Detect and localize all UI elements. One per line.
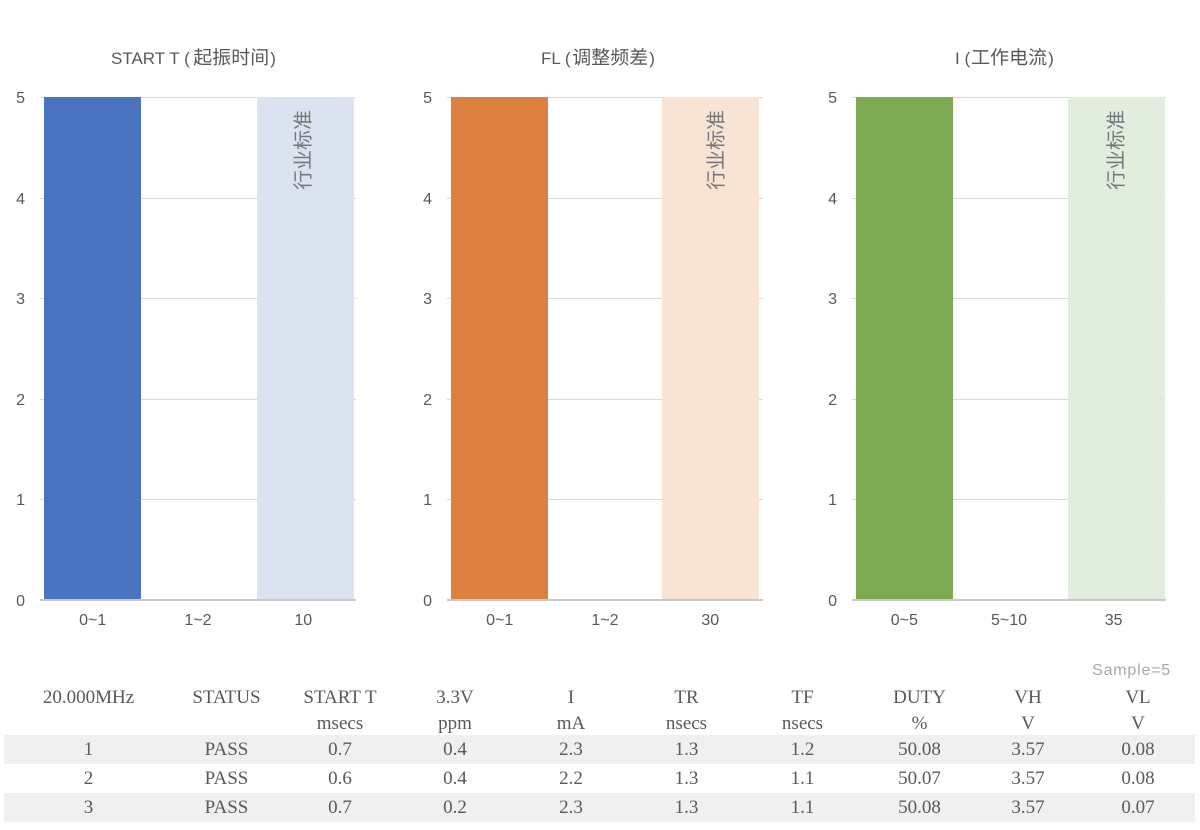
svg-text:FL (: FL (	[541, 49, 571, 68]
svg-text:): )	[270, 49, 276, 68]
svg-text:): )	[1048, 49, 1054, 68]
svg-text:START T (: START T (	[111, 49, 190, 68]
svg-text:): )	[649, 49, 655, 68]
svg-text:I (: I (	[955, 49, 970, 68]
